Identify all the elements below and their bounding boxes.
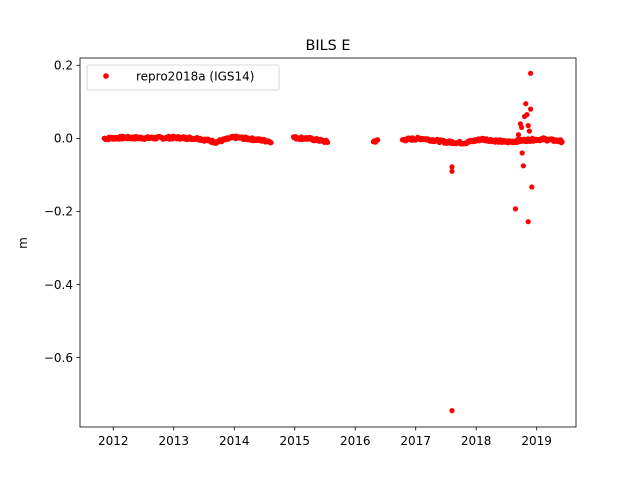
data-point (449, 164, 455, 170)
x-tick-label: 2018 (461, 434, 492, 448)
data-point (525, 219, 531, 225)
data-point (375, 137, 381, 143)
y-axis-ticks: 0.2 0.0 −0.2 −0.4 −0.6 (44, 59, 80, 365)
data-point (528, 70, 534, 76)
x-tick-label: 2016 (340, 434, 371, 448)
legend-marker (103, 73, 109, 79)
legend-box (86, 64, 280, 91)
y-tick-label: 0.0 (54, 132, 73, 146)
plot-marks (101, 70, 565, 414)
data-point (524, 112, 530, 118)
data-point (512, 206, 519, 212)
y-tick-label: −0.4 (44, 278, 73, 292)
data-point (268, 140, 274, 146)
y-axis-label: m (16, 237, 30, 249)
data-point (519, 150, 525, 156)
y-tick-label: −0.2 (44, 205, 73, 219)
x-tick-label: 2014 (219, 434, 250, 448)
chart-title: BILS E (306, 38, 351, 54)
legend-label: repro2018a (IGS14) (136, 70, 254, 84)
data-point (449, 408, 455, 414)
x-tick-label: 2019 (521, 434, 552, 448)
data-point (449, 168, 455, 174)
data-point (325, 139, 331, 145)
data-point (559, 139, 565, 145)
data-point (529, 184, 535, 190)
x-axis-ticks: 2012 2013 2014 2015 2016 2017 2018 2019 (98, 427, 552, 448)
data-point (520, 163, 527, 169)
plot-area-frame (79, 57, 577, 428)
legend: repro2018a (IGS14) (86, 64, 280, 91)
y-tick-label: −0.6 (44, 351, 73, 365)
y-tick-label: 0.2 (54, 59, 73, 73)
x-tick-label: 2015 (279, 434, 310, 448)
data-point (528, 106, 534, 112)
x-tick-label: 2013 (158, 434, 189, 448)
x-tick-label: 2017 (400, 434, 431, 448)
data-point (519, 124, 525, 130)
data-point (525, 123, 531, 129)
data-point (515, 132, 522, 138)
x-tick-label: 2012 (98, 434, 129, 448)
data-point (526, 128, 533, 134)
data-point (523, 101, 529, 107)
